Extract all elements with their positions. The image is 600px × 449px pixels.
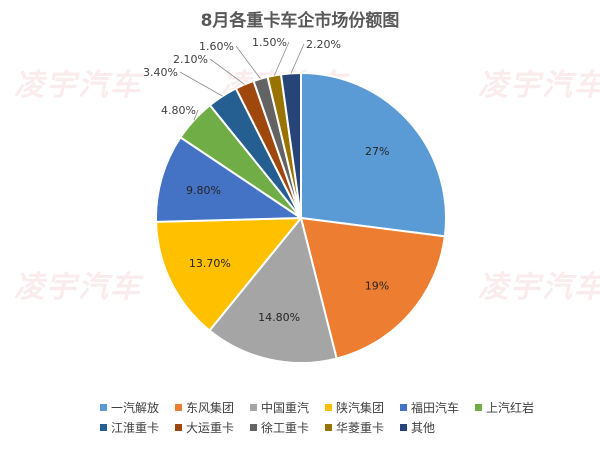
pie-slice-中国重汽	[208, 215, 338, 364]
legend-label-江淮重卡: 江淮重卡	[111, 421, 159, 435]
data-label-徐工重卡: 1.60%	[199, 40, 234, 53]
pie-slice-一汽解放	[300, 71, 447, 238]
data-label-福田汽车: 9.80%	[186, 184, 221, 197]
legend-label-东风集团: 东风集团	[186, 400, 234, 415]
legend-swatch-徐工重卡	[250, 424, 257, 431]
legend-label-其他: 其他	[411, 421, 435, 435]
legend-label-上汽红岩: 上汽红岩	[486, 400, 534, 415]
legend-swatch-一汽解放	[100, 404, 107, 411]
data-label-东风集团: 19%	[365, 279, 389, 292]
data-label-陕汽集团: 13.70%	[189, 257, 231, 270]
leader-line-上汽红岩	[193, 109, 199, 121]
legend-item-江淮重卡: 江淮重卡	[100, 421, 159, 435]
legend-item-陕汽集团: 陕汽集团	[325, 400, 384, 415]
legend-item-徐工重卡: 徐工重卡	[250, 420, 309, 435]
data-label-江淮重卡: 3.40%	[143, 66, 178, 79]
legend-label-大运重卡: 大运重卡	[186, 421, 234, 435]
data-label-华菱重卡: 1.50%	[252, 36, 287, 49]
pie-slice-福田汽车	[155, 135, 305, 223]
data-label-一汽解放: 27%	[365, 145, 389, 158]
legend-swatch-江淮重卡	[100, 424, 107, 431]
data-label-其他: 2.20%	[306, 38, 341, 51]
legend-swatch-华菱重卡	[325, 424, 332, 431]
data-label-大运重卡: 2.10%	[173, 53, 208, 66]
legend-item-其他: 其他	[400, 421, 435, 435]
legend-swatch-大运重卡	[175, 424, 182, 431]
pie-slice-其他	[279, 71, 302, 219]
legend-swatch-中国重汽	[250, 404, 257, 411]
legend-swatch-陕汽集团	[325, 404, 332, 411]
leader-line-华菱重卡	[273, 41, 290, 76]
legend-item-福田汽车: 福田汽车	[400, 400, 459, 415]
data-label-上汽红岩: 4.80%	[161, 104, 196, 117]
legend-label-一汽解放: 一汽解放	[111, 400, 159, 415]
leader-line-其他	[290, 43, 305, 74]
chart-title: 8月各重卡车企市场份额图	[201, 10, 400, 31]
legend-swatch-东风集团	[175, 404, 182, 411]
legend-label-中国重汽: 中国重汽	[261, 400, 309, 415]
legend-item-一汽解放: 一汽解放	[100, 400, 159, 415]
legend-item-上汽红岩: 上汽红岩	[475, 400, 534, 415]
leader-line-徐工重卡	[235, 45, 261, 80]
legend-swatch-上汽红岩	[475, 404, 482, 411]
legend-label-华菱重卡: 华菱重卡	[336, 421, 384, 435]
legend-label-陕汽集团: 陕汽集团	[336, 400, 384, 415]
leader-line-江淮重卡	[179, 71, 223, 97]
legend-label-徐工重卡: 徐工重卡	[261, 420, 309, 435]
legend-item-中国重汽: 中国重汽	[250, 400, 309, 415]
legend-item-大运重卡: 大运重卡	[175, 421, 234, 435]
legend-label-福田汽车: 福田汽车	[411, 400, 459, 415]
pie-slice-陕汽集团	[155, 216, 304, 332]
leader-line-大运重卡	[209, 58, 245, 85]
pie-slice-东风集团	[299, 216, 446, 360]
data-label-中国重汽: 14.80%	[258, 311, 300, 324]
legend-item-东风集团: 东风集团	[175, 400, 234, 415]
legend-swatch-其他	[400, 424, 407, 431]
legend-swatch-福田汽车	[400, 404, 407, 411]
legend-item-华菱重卡: 华菱重卡	[325, 421, 384, 435]
